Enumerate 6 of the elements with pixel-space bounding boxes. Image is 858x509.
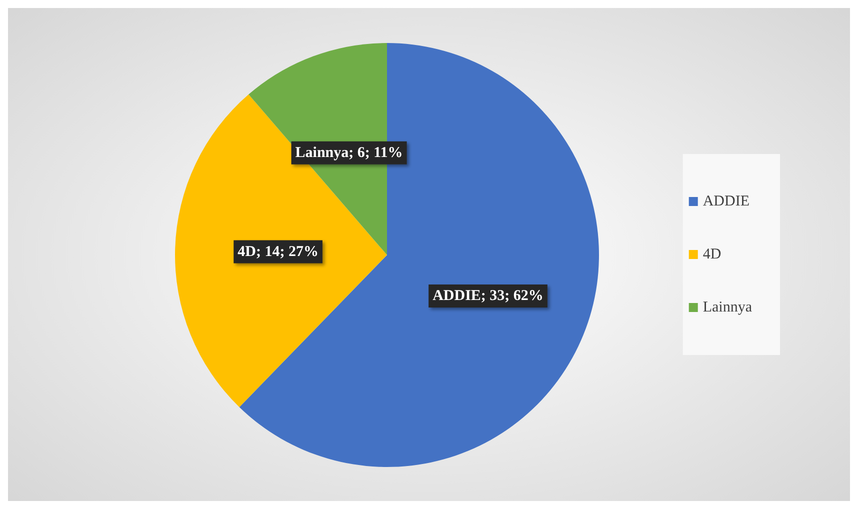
legend-label: 4D (702, 246, 722, 262)
legend-label: Lainnya (702, 300, 752, 316)
data-label: Lainnya; 6; 11% (295, 144, 403, 161)
data-label: 4D; 14; 27% (238, 244, 318, 260)
data-label: ADDIE; 33; 62% (432, 288, 544, 304)
legend-label: ADDIE (702, 194, 750, 210)
